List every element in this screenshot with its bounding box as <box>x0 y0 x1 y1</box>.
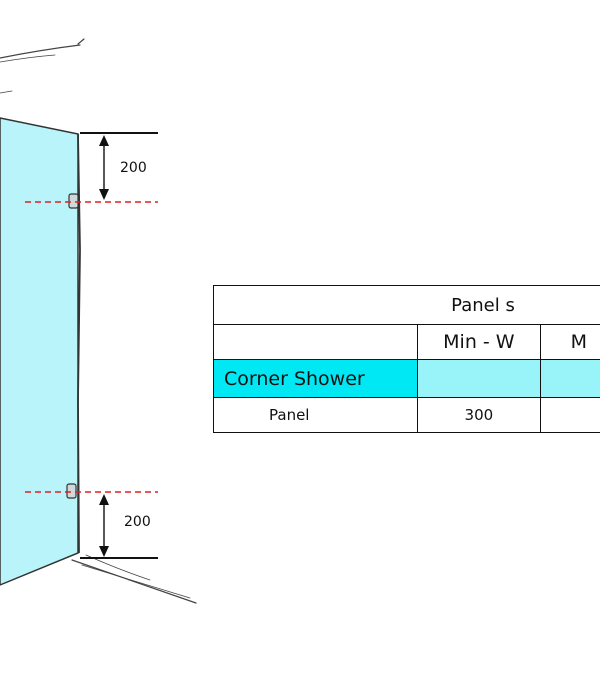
table-title: Panel s <box>213 285 600 325</box>
section-cell <box>417 359 541 398</box>
bottom-hinge <box>66 483 77 499</box>
table-section-row: Corner Shower <box>212 359 600 398</box>
column-header-empty <box>212 324 419 360</box>
row-label-panel: Panel <box>212 397 419 433</box>
top-hinge <box>68 193 79 209</box>
row-value-min-w: 300 <box>417 397 541 433</box>
table-row: Panel 300 <box>212 397 600 433</box>
section-label-corner-shower: Corner Shower <box>212 359 419 398</box>
section-cell <box>539 359 600 398</box>
panel-spec-table: Panel s Min - W M Corner Shower Panel 30… <box>212 285 600 433</box>
column-header-m: M <box>539 324 600 360</box>
bottom-dimension-arrow <box>99 494 109 557</box>
table-header-row: Panel s <box>213 285 600 325</box>
top-offset-label: 200 <box>120 160 147 176</box>
table-column-row: Min - W M <box>212 324 600 360</box>
top-dimension-arrow <box>99 135 109 200</box>
column-header-min-w: Min - W <box>417 324 541 360</box>
glass-panel <box>0 117 79 586</box>
bottom-offset-label: 200 <box>124 514 151 530</box>
row-value-m <box>539 397 600 433</box>
